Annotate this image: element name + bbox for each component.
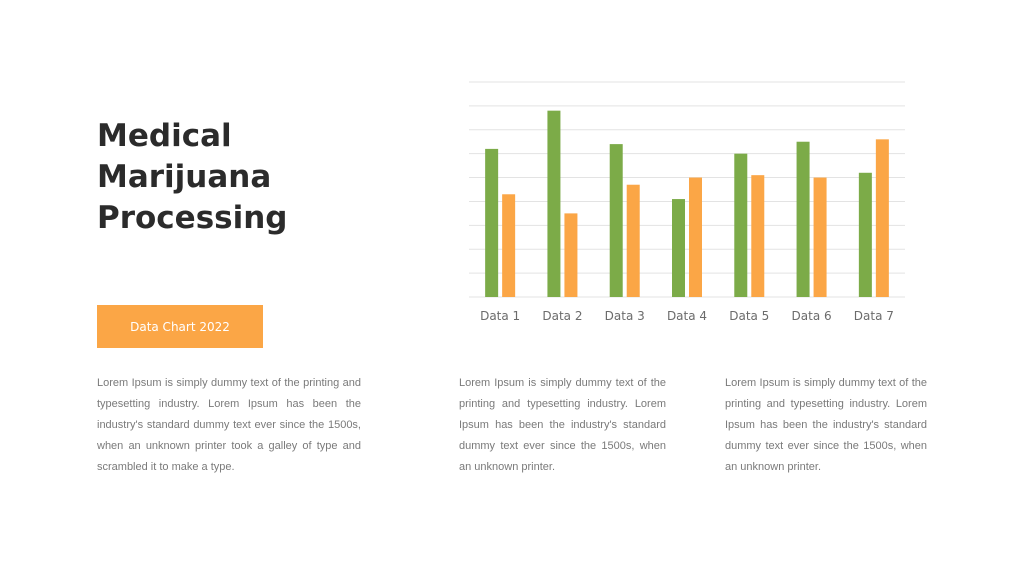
bar-series-1	[734, 153, 748, 297]
bar-series-1	[858, 172, 872, 297]
bar-series-2	[875, 139, 889, 297]
x-tick-label: Data 3	[605, 309, 645, 323]
bar-chart: Data 1 Data 2 Data 3 Data 4 Data 5 Data 6 Data…	[469, 81, 905, 323]
x-tick-label: Data 2	[542, 309, 582, 323]
paragraph-middle: Lorem Ipsum is simply dummy text of the …	[459, 377, 666, 473]
page-title: Medical Marijuana Processing	[97, 118, 288, 236]
bar-series-2	[626, 184, 640, 297]
x-tick-label: Data 5	[729, 309, 769, 323]
x-tick-label: Data 7	[854, 309, 894, 323]
bar-series-2	[502, 194, 516, 297]
x-tick-label: Data 6	[792, 309, 832, 323]
x-tick-label: Data 1	[480, 309, 520, 323]
bar-series-2	[564, 213, 578, 297]
bar-series-2	[689, 177, 702, 297]
bar-series-1	[672, 199, 685, 297]
bar-series-1	[485, 148, 499, 297]
data-chart-badge: Data Chart 2022	[97, 305, 263, 348]
bar-series-1	[609, 144, 623, 297]
bar-series-1	[796, 141, 810, 297]
bar-series-2	[813, 177, 827, 297]
bar-series-2	[751, 175, 765, 297]
paragraph-right: Lorem Ipsum is simply dummy text of the …	[725, 377, 927, 473]
x-tick-label: Data 4	[667, 309, 707, 323]
bar-series-1	[547, 110, 561, 297]
paragraph-left: Lorem Ipsum is simply dummy text of the …	[97, 377, 361, 473]
